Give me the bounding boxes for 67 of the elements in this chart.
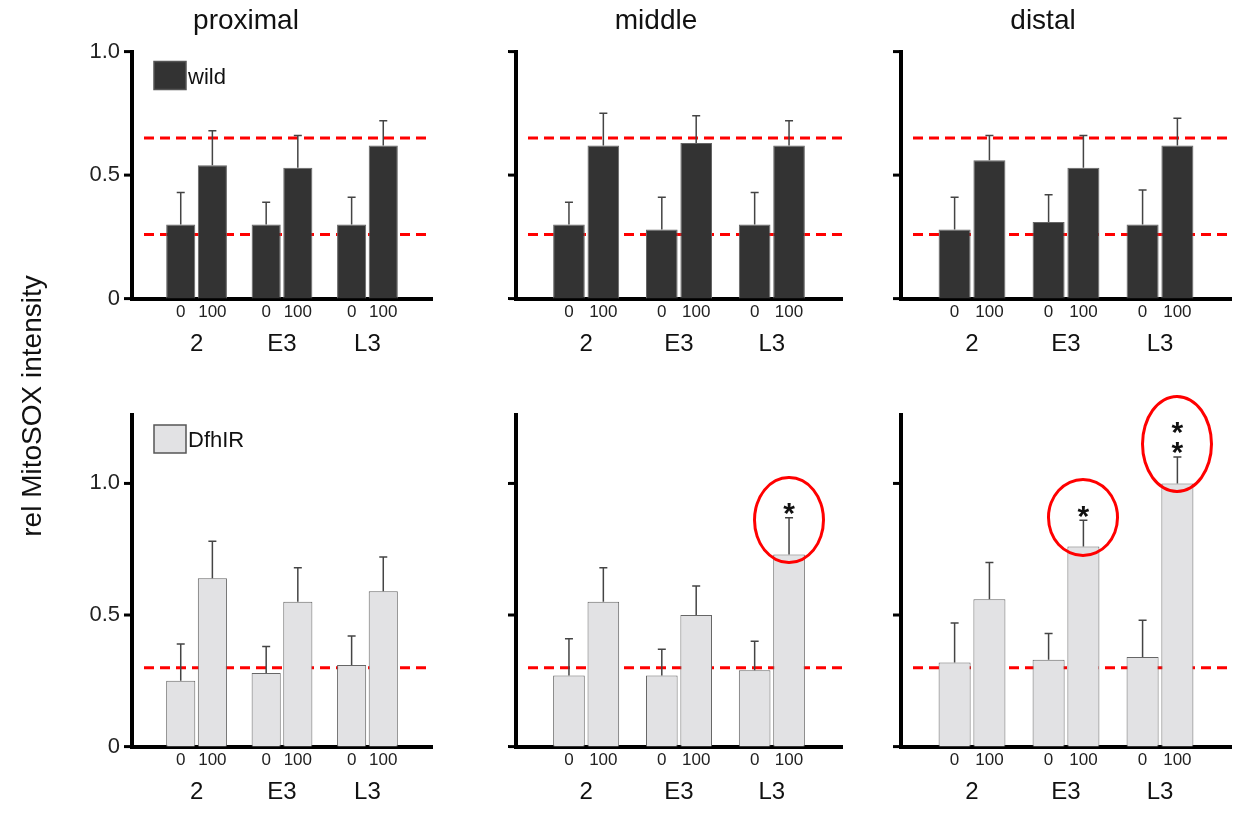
text: L3 [758, 777, 786, 805]
x-tick-label: 0 [346, 302, 357, 322]
chart-title: proximal [193, 3, 299, 35]
text: E3 [267, 329, 297, 357]
text: L3 [1146, 329, 1174, 357]
x-tick-label: 0 [1043, 302, 1054, 322]
text: L3 [758, 329, 786, 357]
text: 2 [189, 777, 204, 805]
x-tick-label: 100 [1163, 750, 1192, 770]
x-tick-label: 100 [975, 750, 1004, 770]
y-tick-label: 1.0 [89, 37, 120, 63]
x-tick-label: 100 [369, 750, 398, 770]
x-tick-label: 100 [1163, 302, 1192, 322]
x-tick-label: 0 [261, 302, 271, 322]
x-tick-label: 0 [657, 302, 667, 322]
y-tick-label: 0.5 [89, 601, 120, 627]
text: 2 [965, 777, 979, 805]
text: 2 [965, 329, 979, 357]
text: L3 [354, 329, 381, 357]
x-tick-label: 100 [198, 750, 227, 770]
legend-label: wild [187, 63, 226, 89]
text: 2 [189, 329, 204, 357]
data-label: * * [1171, 415, 1184, 469]
chart-title: middle [614, 3, 698, 35]
x-tick-label: 100 [369, 302, 398, 322]
x-tick-label: 100 [682, 750, 711, 770]
text: E3 [664, 777, 694, 805]
text: E3 [267, 777, 297, 805]
x-tick-label: 0 [564, 302, 574, 322]
data-label: * [1077, 498, 1090, 532]
x-tick-label: 0 [749, 750, 760, 770]
x-tick-label: 100 [283, 302, 313, 322]
text: E3 [1051, 329, 1081, 357]
x-tick-label: 100 [589, 302, 618, 322]
x-tick-label: 0 [176, 750, 186, 770]
text: L3 [354, 777, 381, 805]
x-tick-label: 0 [1137, 302, 1148, 322]
x-tick-label: 100 [1069, 302, 1098, 322]
data-label: * [783, 495, 796, 529]
x-tick-label: 0 [1043, 750, 1054, 770]
x-tick-label: 100 [1069, 750, 1098, 770]
x-tick-label: 0 [261, 750, 271, 770]
legend-label: DfhIR [188, 427, 245, 453]
x-tick-label: 0 [564, 750, 574, 770]
x-tick-label: 0 [657, 750, 667, 770]
x-tick-label: 0 [346, 750, 357, 770]
text: E3 [1051, 777, 1081, 805]
text: 2 [579, 329, 593, 357]
x-tick-label: 100 [774, 302, 804, 322]
x-tick-label: 0 [949, 750, 960, 770]
x-tick-label: 100 [975, 302, 1004, 322]
x-tick-label: 0 [749, 302, 760, 322]
text: E3 [664, 329, 694, 357]
chart-title: distal [1010, 3, 1076, 35]
y-axis-title: rel MitoSOX intensity [16, 275, 48, 537]
x-tick-label: 0 [176, 302, 186, 322]
x-tick-label: 100 [589, 750, 618, 770]
y-tick-label: 0.5 [89, 161, 120, 187]
x-tick-label: 100 [774, 750, 804, 770]
x-tick-label: 100 [682, 302, 711, 322]
y-tick-label: 1.0 [89, 469, 120, 495]
x-tick-label: 0 [1137, 750, 1148, 770]
text: 2 [579, 777, 593, 805]
text: L3 [1146, 777, 1174, 805]
x-tick-label: 0 [949, 302, 960, 322]
x-tick-label: 100 [283, 750, 313, 770]
x-tick-label: 100 [198, 302, 227, 322]
